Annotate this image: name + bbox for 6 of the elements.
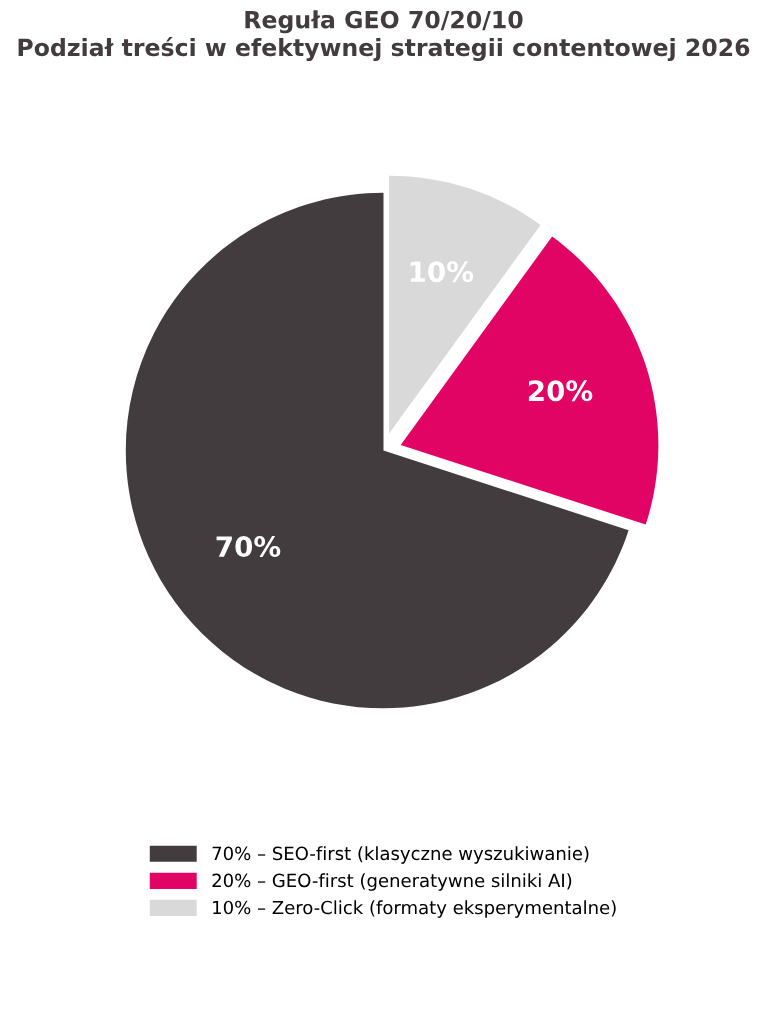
data-label: 70% — [216, 536, 281, 558]
chart-title: Reguła GEO 70/20/10 Podział treści w efektywnej strategii contentowej 2026 — [18, 10, 750, 62]
legend-label: 20% – GEO-first (generatywne silniki AI) — [212, 873, 572, 891]
legend-label: 70% – SEO-first (klasyczne wyszukiwanie) — [212, 846, 589, 864]
legend-label: 10% – Zero-Click (formaty eksperymentalne) — [213, 900, 616, 918]
data-label: 20% — [528, 380, 593, 402]
